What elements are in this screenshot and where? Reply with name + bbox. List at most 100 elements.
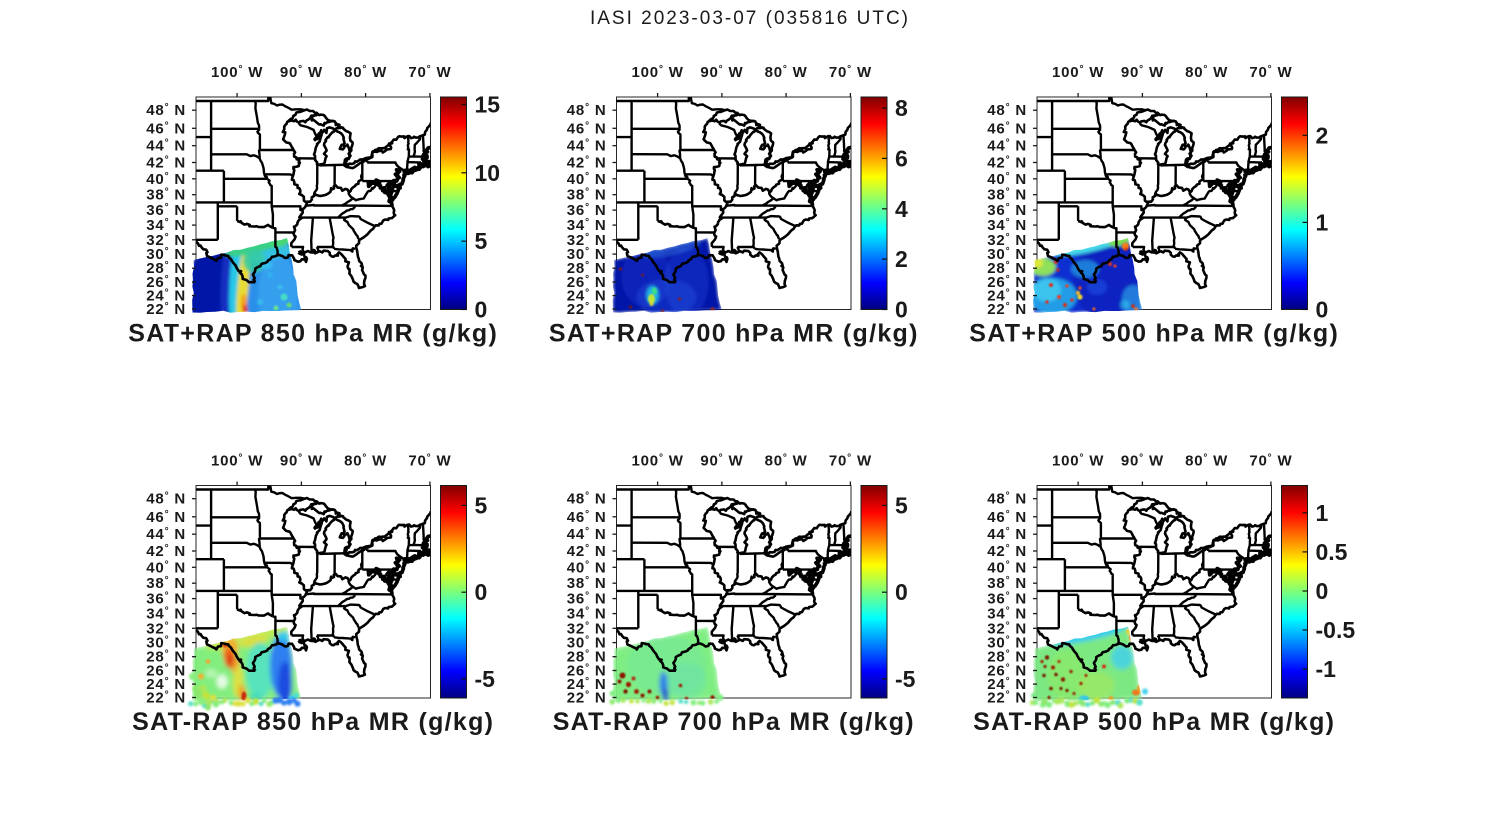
svg-text:24° N: 24° N: [567, 676, 607, 693]
svg-text:28° N: 28° N: [146, 260, 186, 277]
svg-text:40° N: 40° N: [987, 559, 1027, 576]
svg-text:30° N: 30° N: [146, 246, 186, 263]
svg-text:8: 8: [895, 95, 908, 121]
svg-text:SAT+RAP 700 hPa MR (g/kg): SAT+RAP 700 hPa MR (g/kg): [549, 320, 919, 348]
svg-text:15: 15: [475, 92, 501, 118]
svg-text:-5: -5: [475, 666, 496, 692]
svg-text:34° N: 34° N: [146, 606, 186, 623]
svg-text:42° N: 42° N: [987, 543, 1027, 560]
svg-text:48° N: 48° N: [146, 102, 186, 119]
svg-text:90° W: 90° W: [700, 64, 743, 81]
svg-text:38° N: 38° N: [146, 187, 186, 204]
svg-text:46° N: 46° N: [146, 509, 186, 526]
svg-text:48° N: 48° N: [567, 491, 607, 508]
svg-text:42° N: 42° N: [987, 155, 1027, 172]
svg-text:26° N: 26° N: [146, 274, 186, 291]
svg-text:38° N: 38° N: [567, 575, 607, 592]
svg-text:24° N: 24° N: [567, 288, 607, 305]
svg-text:100° W: 100° W: [211, 453, 263, 470]
svg-text:90° W: 90° W: [1121, 453, 1164, 470]
svg-text:100° W: 100° W: [1052, 453, 1104, 470]
svg-text:70° W: 70° W: [1249, 453, 1292, 470]
svg-text:34° N: 34° N: [146, 217, 186, 234]
svg-text:26° N: 26° N: [567, 274, 607, 291]
svg-text:80° W: 80° W: [765, 453, 808, 470]
svg-text:44° N: 44° N: [567, 526, 607, 543]
svg-text:100° W: 100° W: [211, 64, 263, 81]
svg-text:22° N: 22° N: [987, 690, 1027, 707]
svg-text:44° N: 44° N: [567, 138, 607, 155]
svg-text:36° N: 36° N: [146, 202, 186, 219]
svg-text:30° N: 30° N: [146, 635, 186, 652]
svg-text:0.5: 0.5: [1316, 539, 1348, 565]
svg-text:0: 0: [1316, 297, 1329, 323]
svg-text:SAT-RAP 700 hPa MR (g/kg): SAT-RAP 700 hPa MR (g/kg): [553, 708, 915, 736]
svg-text:22° N: 22° N: [146, 301, 186, 318]
svg-text:32° N: 32° N: [146, 232, 186, 249]
svg-text:40° N: 40° N: [567, 171, 607, 188]
svg-text:44° N: 44° N: [146, 138, 186, 155]
svg-text:SAT-RAP 850 hPa MR (g/kg): SAT-RAP 850 hPa MR (g/kg): [132, 708, 494, 736]
svg-text:70° W: 70° W: [1249, 64, 1292, 81]
svg-text:0: 0: [475, 579, 488, 605]
svg-text:48° N: 48° N: [987, 102, 1027, 119]
svg-text:30° N: 30° N: [567, 246, 607, 263]
svg-text:36° N: 36° N: [567, 202, 607, 219]
svg-text:36° N: 36° N: [146, 591, 186, 608]
svg-text:100° W: 100° W: [632, 64, 684, 81]
svg-text:5: 5: [475, 228, 488, 254]
svg-text:28° N: 28° N: [987, 649, 1027, 666]
svg-text:26° N: 26° N: [146, 663, 186, 680]
svg-text:26° N: 26° N: [987, 663, 1027, 680]
svg-text:38° N: 38° N: [987, 575, 1027, 592]
svg-text:40° N: 40° N: [567, 559, 607, 576]
svg-text:46° N: 46° N: [146, 120, 186, 137]
svg-text:SAT+RAP 850 hPa MR (g/kg): SAT+RAP 850 hPa MR (g/kg): [128, 320, 498, 348]
svg-text:36° N: 36° N: [987, 202, 1027, 219]
svg-text:32° N: 32° N: [567, 620, 607, 637]
svg-text:38° N: 38° N: [987, 187, 1027, 204]
svg-text:30° N: 30° N: [987, 635, 1027, 652]
svg-text:42° N: 42° N: [146, 543, 186, 560]
svg-text:48° N: 48° N: [146, 491, 186, 508]
svg-text:100° W: 100° W: [1052, 64, 1104, 81]
svg-text:80° W: 80° W: [344, 453, 387, 470]
svg-text:32° N: 32° N: [987, 620, 1027, 637]
svg-text:24° N: 24° N: [987, 676, 1027, 693]
svg-text:42° N: 42° N: [567, 543, 607, 560]
svg-text:48° N: 48° N: [567, 102, 607, 119]
svg-text:28° N: 28° N: [146, 649, 186, 666]
svg-text:24° N: 24° N: [987, 288, 1027, 305]
svg-text:24° N: 24° N: [146, 676, 186, 693]
svg-text:38° N: 38° N: [567, 187, 607, 204]
svg-text:28° N: 28° N: [567, 649, 607, 666]
svg-text:32° N: 32° N: [146, 620, 186, 637]
svg-text:28° N: 28° N: [567, 260, 607, 277]
svg-text:SAT-RAP 500 hPa MR (g/kg): SAT-RAP 500 hPa MR (g/kg): [973, 708, 1335, 736]
svg-text:0: 0: [895, 297, 908, 323]
svg-text:-5: -5: [895, 666, 916, 692]
svg-text:-1: -1: [1316, 656, 1337, 682]
svg-text:30° N: 30° N: [987, 246, 1027, 263]
svg-text:42° N: 42° N: [567, 155, 607, 172]
svg-text:30° N: 30° N: [567, 635, 607, 652]
svg-text:44° N: 44° N: [987, 526, 1027, 543]
svg-text:90° W: 90° W: [1121, 64, 1164, 81]
svg-text:5: 5: [475, 492, 488, 518]
svg-text:34° N: 34° N: [987, 606, 1027, 623]
svg-text:90° W: 90° W: [280, 453, 323, 470]
svg-text:100° W: 100° W: [632, 453, 684, 470]
svg-text:34° N: 34° N: [567, 606, 607, 623]
svg-text:4: 4: [895, 196, 908, 222]
svg-text:80° W: 80° W: [765, 64, 808, 81]
svg-text:22° N: 22° N: [567, 690, 607, 707]
svg-text:80° W: 80° W: [1185, 453, 1228, 470]
svg-text:80° W: 80° W: [344, 64, 387, 81]
svg-text:-0.5: -0.5: [1316, 617, 1356, 643]
svg-text:2: 2: [895, 246, 908, 272]
svg-text:24° N: 24° N: [146, 288, 186, 305]
svg-text:IASI 2023-03-07 (035816 UTC): IASI 2023-03-07 (035816 UTC): [590, 8, 910, 29]
svg-text:46° N: 46° N: [567, 509, 607, 526]
svg-text:44° N: 44° N: [146, 526, 186, 543]
svg-text:22° N: 22° N: [987, 301, 1027, 318]
